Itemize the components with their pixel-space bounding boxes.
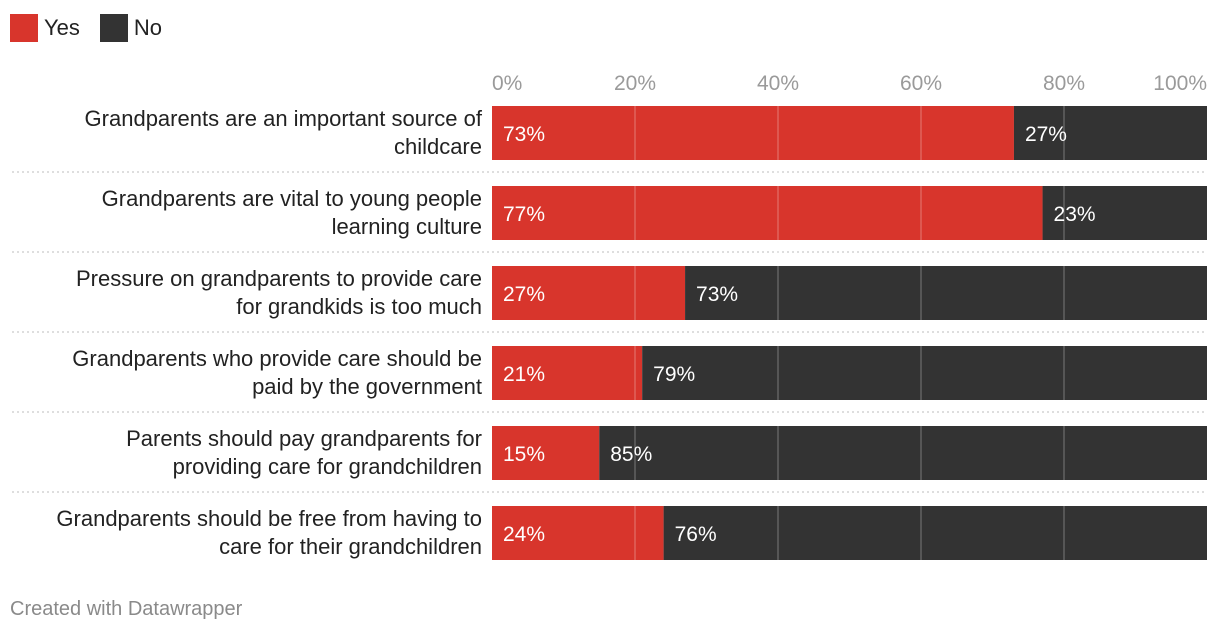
legend-swatch-no (99, 14, 128, 42)
x-tick-label: 0% (492, 72, 522, 95)
x-tick-label: 100% (1153, 72, 1207, 95)
bar-no[interactable] (1013, 106, 1207, 160)
category-label: Grandparents are vital to young people le… (102, 186, 482, 239)
category-label-line: Grandparents should be free from having … (56, 506, 482, 531)
value-label-no: 23% (1054, 203, 1096, 226)
credit-text[interactable]: Created with Datawrapper (10, 598, 243, 620)
category-label-line: childcare (394, 134, 482, 159)
x-tick-label: 40% (757, 72, 799, 95)
bar-no[interactable] (685, 266, 1207, 320)
legend-swatch-yes (10, 14, 38, 42)
bar-no[interactable] (1042, 186, 1207, 240)
legend-label-no: No (133, 15, 163, 40)
category-label-line: learning culture (332, 214, 482, 239)
value-label-no: 76% (675, 523, 717, 546)
value-label-yes: 73% (503, 123, 545, 146)
value-label-no: 27% (1025, 123, 1067, 146)
legend-item-no[interactable]: No (99, 14, 163, 42)
category-label: Parents should pay grandparents for provi… (126, 426, 482, 479)
value-label-yes: 77% (503, 203, 545, 226)
bar-no[interactable] (663, 506, 1207, 560)
bar-no[interactable] (599, 426, 1207, 480)
category-label-line: Grandparents are vital to young people (102, 186, 482, 211)
bar-yes[interactable] (492, 426, 600, 480)
bar-yes[interactable] (492, 186, 1043, 240)
category-label-line: care for their grandchildren (219, 534, 482, 559)
value-label-yes: 27% (503, 283, 545, 306)
category-label-line: Parents should pay grandparents for (126, 426, 482, 451)
bar-yes[interactable] (492, 266, 686, 320)
category-label-line: Grandparents are an important source of (85, 106, 483, 131)
category-label: Grandparents should be free from having … (56, 506, 482, 559)
value-label-no: 85% (610, 443, 652, 466)
value-label-yes: 15% (503, 443, 545, 466)
bar-yes[interactable] (492, 346, 643, 400)
category-label-line: paid by the government (252, 374, 482, 399)
category-label-line: Pressure on grandparents to provide care (76, 266, 482, 291)
category-label-line: Grandparents who provide care should be (72, 346, 482, 371)
x-tick-label: 60% (900, 72, 942, 95)
value-label-yes: 24% (503, 523, 545, 546)
legend-label-yes: Yes (44, 15, 80, 40)
category-label: Pressure on grandparents to provide care… (76, 266, 482, 319)
x-tick-label: 20% (614, 72, 656, 95)
x-tick-label: 80% (1043, 72, 1085, 95)
value-label-yes: 21% (503, 363, 545, 386)
category-label-line: providing care for grandchildren (173, 454, 482, 479)
value-label-no: 79% (653, 363, 695, 386)
legend-item-yes[interactable]: Yes (10, 14, 80, 42)
category-label: Grandparents are an important source of c… (85, 106, 483, 159)
bar-yes[interactable] (492, 106, 1014, 160)
category-label-line: for grandkids is too much (236, 294, 482, 319)
bar-no[interactable] (642, 346, 1207, 400)
stacked-bar-chart: 0% 20% 40% 60% 80% 100% Grandparents are an im… (12, 72, 1207, 560)
chart-legend: Yes No (10, 14, 182, 42)
bar-yes[interactable] (492, 506, 664, 560)
value-label-no: 73% (696, 283, 738, 306)
category-label: Grandparents who provide care should be p… (72, 346, 482, 399)
